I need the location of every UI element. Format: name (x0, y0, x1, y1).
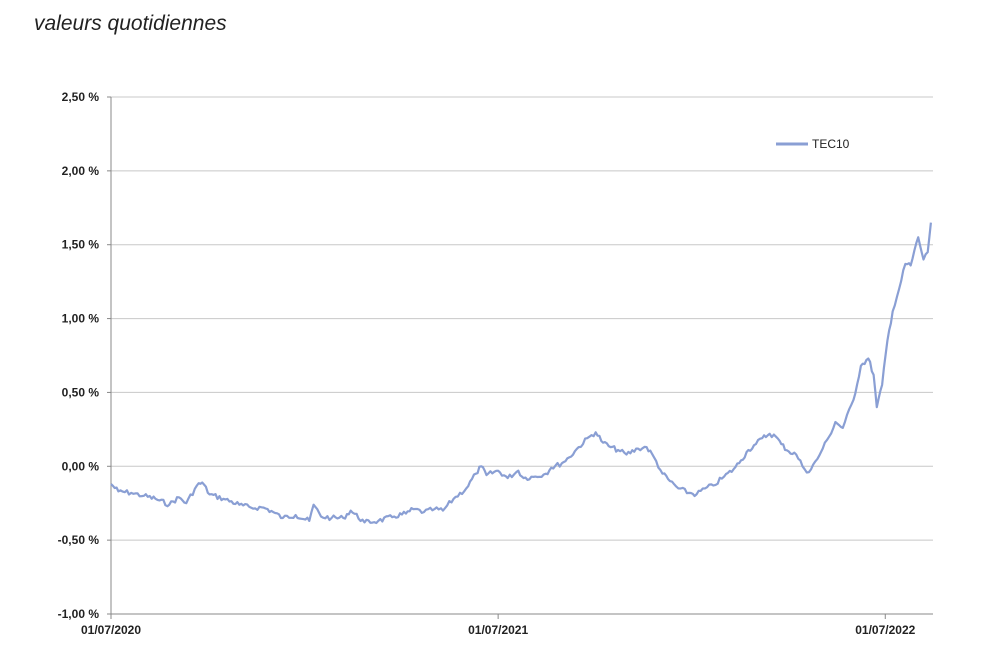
chart-subtitle: valeurs quotidiennes (34, 12, 227, 35)
legend: TEC10 (776, 137, 850, 151)
tick-label-y: 2,50 % (62, 90, 100, 104)
axis-layer: 2,50 % 2,00 % 1,50 % 1,00 % 0,50 % 0,00 % -0,5… (58, 90, 933, 637)
tick-label-y: -0,50 % (58, 533, 100, 547)
series-line-tec10 (110, 222, 932, 525)
tick-label-y: 0,00 % (62, 459, 100, 473)
tick-label-y: 1,50 % (62, 238, 100, 252)
tick-label-y: 2,00 % (62, 164, 100, 178)
grid-layer (111, 96, 933, 541)
tick-label-x: 01/07/2021 (468, 623, 528, 637)
tick-label-y: 1,00 % (62, 312, 100, 326)
tick-label-y: -1,00 % (58, 607, 100, 621)
tick-label-y: 0,50 % (62, 385, 100, 399)
tick-label-x: 01/07/2020 (81, 623, 141, 637)
series-layer (110, 222, 932, 525)
legend-label-tec10: TEC10 (812, 137, 850, 151)
tick-label-x: 01/07/2022 (855, 623, 915, 637)
